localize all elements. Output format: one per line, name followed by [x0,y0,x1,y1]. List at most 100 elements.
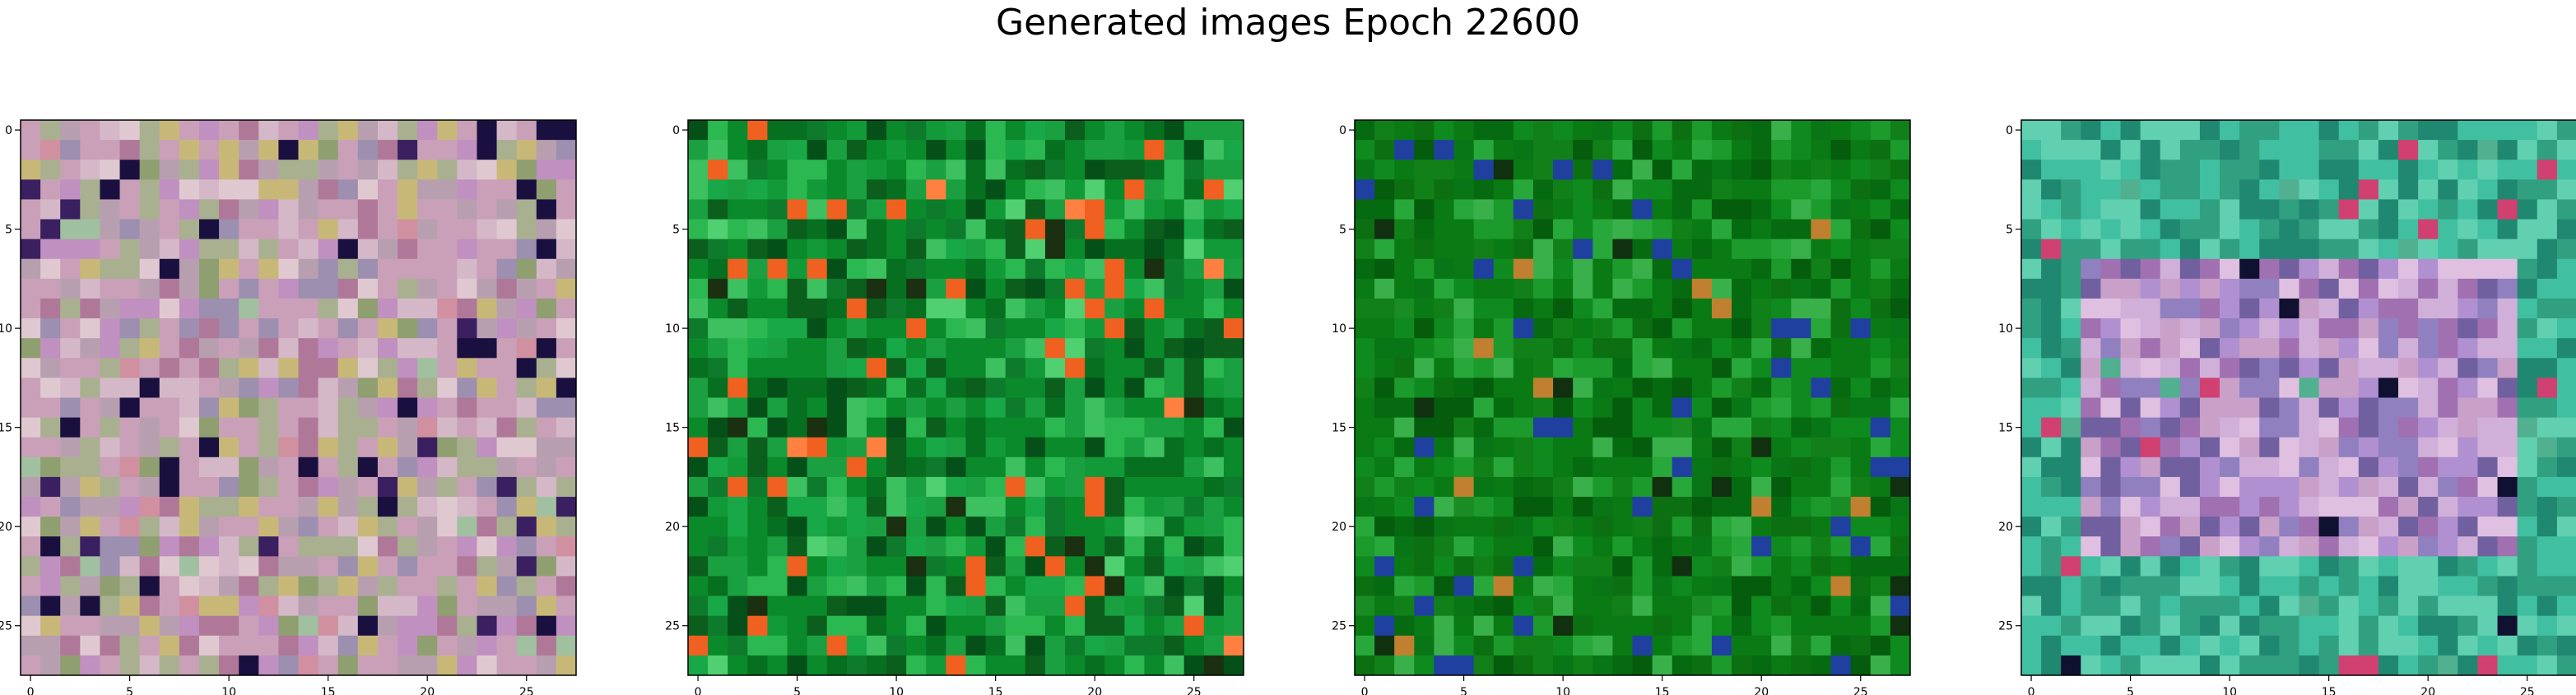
pixel-cell [1830,497,1852,517]
pixel-cell [1044,179,1066,200]
pixel-cell [2199,258,2220,280]
pixel-cell [1414,595,1434,617]
pixel-cell [2179,338,2201,359]
pixel-cell [1164,199,1185,220]
pixel-cell [1870,576,1891,596]
pixel-cell [1355,417,1375,438]
pixel-cell [1005,378,1026,398]
pixel-cell [398,437,418,458]
pixel-cell [2457,120,2478,141]
pixel-cell [1612,635,1633,656]
pixel-cell [2556,497,2576,517]
pixel-cell [1850,278,1872,299]
pixel-cell [846,278,867,299]
pixel-cell [767,199,788,220]
pixel-cell [1791,199,1811,220]
pixel-cell [496,358,518,378]
pixel-cell [1434,239,1454,260]
pixel-cell [2021,199,2042,220]
pixel-cell [1830,417,1852,438]
pixel-cell [1005,120,1026,141]
pixel-cell [60,397,81,419]
pixel-cell [1124,476,1145,498]
pixel-cell [298,595,319,617]
pixel-cell [846,635,867,656]
pixel-cell [866,120,887,141]
pixel-cell [1223,160,1244,180]
pixel-cell [198,378,220,398]
pixel-cell [1025,219,1046,240]
pixel-cell [2477,219,2498,240]
pixel-cell [2179,298,2201,319]
pixel-cell [2378,476,2399,498]
pixel-cell [2120,120,2141,141]
pixel-cell [298,437,319,458]
pixel-cell [2160,318,2181,339]
pixel-cell [1203,497,1225,517]
pixel-cell [1652,338,1673,359]
pixel-cell [826,437,848,458]
pixel-cell [1791,615,1811,637]
pixel-cell [357,635,379,656]
pixel-cell [807,397,828,419]
pixel-cell [2338,140,2360,160]
pixel-cell [2041,199,2062,220]
pixel-cell [2398,338,2419,359]
pixel-cell [1691,476,1713,498]
pixel-cell [1144,258,1165,280]
pixel-cell [886,179,907,200]
pixel-cell [1394,517,1415,537]
pixel-cell [516,338,537,359]
pixel-cell [1751,239,1772,260]
pixel-cell [1751,536,1772,557]
pixel-cell [946,140,966,160]
pixel-cell [1532,298,1554,319]
pixel-cell [1890,140,1911,160]
pixel-cell [60,338,81,359]
y-tick-label: 25 [665,620,680,633]
pixel-cell [119,417,141,438]
pixel-cell [2239,219,2260,240]
pixel-cell [2398,179,2419,200]
pixel-cell [1890,120,1911,141]
pixel-cell [2497,556,2518,577]
pixel-cell [1791,278,1811,299]
pixel-cell [2517,456,2538,478]
pixel-cell [1355,160,1375,180]
pixel-cell [1811,318,1831,339]
pixel-cell [556,615,577,637]
pixel-cell [556,298,577,319]
pixel-cell [965,140,987,160]
pixel-cell [2220,160,2240,180]
pixel-cell [2378,397,2399,419]
pixel-cell [1104,338,1125,359]
pixel-cell [2536,476,2558,498]
pixel-cell [1434,536,1454,557]
pixel-cell [2457,536,2478,557]
pixel-cell [1811,278,1831,299]
pixel-cell [40,278,61,299]
pixel-cell [516,219,537,240]
pixel-cell [1870,556,1891,577]
pixel-cell [767,615,788,637]
pixel-cell [1890,635,1911,656]
pixel-cell [1612,556,1633,577]
pixel-cell [377,576,398,596]
pixel-cell [2338,476,2360,498]
pixel-cell [2199,318,2220,339]
pixel-cell [1085,615,1105,637]
pixel-cell [2398,556,2419,577]
pixel-cell [1005,239,1026,260]
pixel-cell [357,219,379,240]
pixel-cell [377,219,398,240]
pixel-cell [807,417,828,438]
pixel-cell [866,298,887,319]
pixel-cell [119,298,141,319]
pixel-cell [767,239,788,260]
pixel-cell [2299,655,2320,676]
pixel-cell [1593,397,1613,419]
pixel-cell [2239,497,2260,517]
pixel-cell [496,338,518,359]
pixel-cell [1414,456,1434,478]
pixel-cell [1005,536,1026,557]
